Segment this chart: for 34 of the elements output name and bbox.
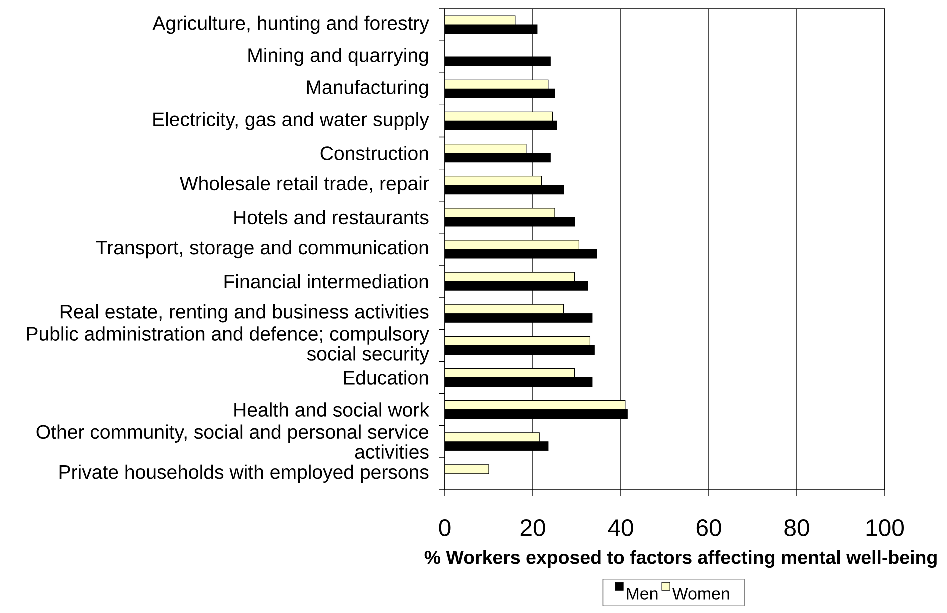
y-tick-label: Health and social work: [234, 402, 430, 417]
y-tick-label: Hotels and restaurants: [234, 210, 429, 225]
x-tick-label: 100: [866, 520, 904, 536]
y-tick-label: Agriculture, hunting and forestry: [152, 16, 430, 34]
bar: [445, 112, 554, 122]
y-tick-label: Real estate, renting and business activities: [60, 304, 429, 323]
y-tick-label: Mining and quarrying: [248, 48, 428, 66]
y-tick-label: Electricity, gas and water supply: [154, 112, 430, 130]
legend-label: Men: [627, 588, 658, 600]
bar: [445, 304, 564, 314]
bar: [445, 432, 540, 442]
bar: [445, 400, 626, 410]
x-tick-label: 40: [608, 520, 634, 536]
y-tick-label: Public administration and defence; compulsory social security: [27, 326, 430, 365]
legend-label: Women: [672, 588, 730, 600]
y-tick-label: Private households with employed persons: [60, 464, 429, 484]
bar: [445, 368, 576, 378]
y-tick-label: Manufacturing: [307, 80, 428, 98]
y-tick-label: Education: [344, 370, 428, 385]
x-tick-label: 20: [520, 520, 546, 536]
bar: [445, 80, 549, 90]
bar: [445, 144, 527, 154]
y-tick-label: Wholesale retail trade, repair: [180, 176, 430, 194]
y-tick-label: Financial intermediation: [224, 274, 428, 289]
y-tick-label: Transport, storage and communication: [96, 240, 428, 259]
bar: [445, 336, 591, 346]
y-tick-label: Construction: [320, 146, 428, 160]
bar: [445, 208, 556, 218]
x-tick-label: 0: [439, 520, 451, 536]
bar: [445, 176, 542, 186]
x-tick-label: 80: [784, 520, 810, 536]
y-tick-label: Other community, social and personal service activities: [36, 424, 429, 460]
x-axis-title: % Workers exposed to factors affecting mental well-being: [424, 550, 937, 568]
x-tick-label: 60: [696, 520, 722, 536]
